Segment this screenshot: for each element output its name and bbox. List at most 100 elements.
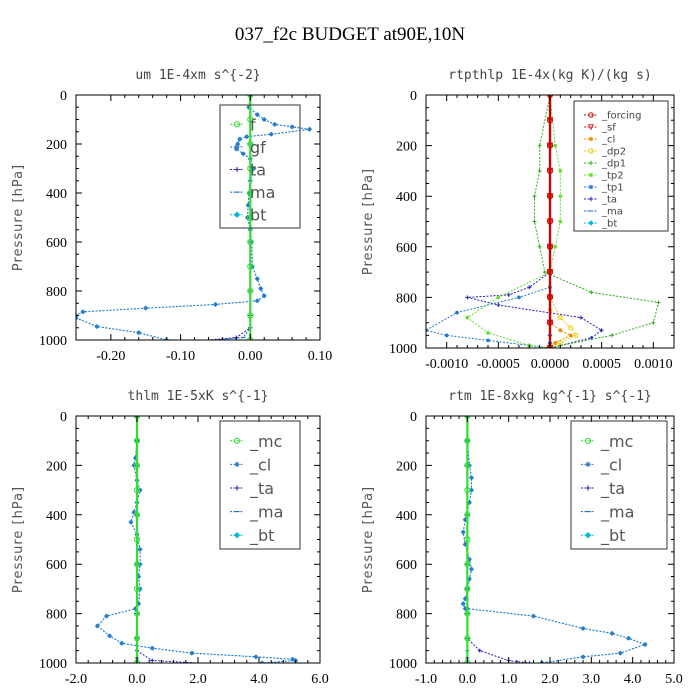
legend-entry: _cl [581, 455, 622, 475]
legend-entry: _ta [230, 479, 274, 499]
x-tick-label: -0.20 [96, 349, 125, 364]
data-point [553, 143, 558, 148]
data-point [107, 633, 112, 638]
legend-entry: _cl [584, 135, 615, 146]
data-point [469, 567, 474, 572]
legend-label: _mc [249, 432, 282, 452]
y-tick-label: 200 [46, 459, 67, 474]
data-point [467, 463, 472, 468]
data-point [581, 626, 586, 631]
data-point [463, 596, 468, 601]
data-point [464, 462, 471, 469]
data-point [136, 601, 141, 606]
data-point [464, 487, 471, 494]
series-line [466, 95, 561, 348]
data-point [307, 127, 312, 132]
data-point [244, 134, 249, 139]
panel-title: thlm 1E-5xK s^{-1} [128, 389, 269, 404]
data-point [651, 320, 656, 325]
legend-label: f [250, 115, 256, 134]
x-tick-label: 5.0 [665, 672, 683, 687]
legend-label: _ma [249, 503, 283, 523]
legend-label: _dp2 [601, 147, 626, 158]
y-tick-label: 600 [396, 241, 417, 256]
series-line [76, 95, 310, 340]
data-point [469, 488, 474, 493]
data-point [247, 189, 254, 197]
data-point [557, 315, 563, 321]
data-point [213, 302, 218, 307]
series-ta [135, 416, 261, 663]
legend-entry: _tp2 [584, 171, 624, 182]
y-tick-label: 0 [410, 410, 417, 425]
data-point [247, 263, 254, 270]
chart-panel-4: rtm 1E-8xkg kg^{-1} s^{-1} Pressure [hPa]… [361, 389, 683, 687]
data-point [486, 338, 490, 343]
data-point [189, 651, 194, 656]
series-line [466, 416, 542, 663]
y-tick-label: 600 [46, 236, 67, 251]
data-point [269, 132, 274, 137]
axes-frame [75, 415, 321, 664]
data-point [610, 631, 614, 636]
data-point [599, 328, 604, 333]
data-point [255, 276, 260, 281]
data-point [506, 292, 511, 297]
legend-label: _mc [600, 432, 633, 452]
data-point [546, 269, 554, 276]
data-point [95, 623, 100, 628]
legend-label: _tp1 [601, 183, 624, 194]
data-point [247, 287, 254, 295]
data-point [133, 455, 138, 460]
data-point [131, 510, 136, 515]
chart-panel-2: rtpthlp 1E-4x(kg K)/(kg s) Pressure [hPa]… [361, 68, 675, 372]
x-tick-label: 0.0000 [531, 357, 570, 372]
data-point [258, 286, 263, 291]
data-point [290, 124, 295, 129]
x-tick-label: 0.10 [308, 349, 333, 364]
data-point [246, 203, 251, 208]
data-point [237, 137, 242, 142]
x-tick-label: 0.00 [238, 349, 263, 364]
data-point [477, 648, 482, 653]
series-gf [76, 95, 312, 340]
data-point [656, 300, 661, 305]
data-point [234, 146, 239, 151]
data-point [249, 240, 254, 244]
data-point [558, 328, 563, 333]
data-point [568, 333, 573, 338]
legend: _forcing_sf_cl_dp2_dp1_tp2_tp1_ta_ma_bt [573, 100, 669, 232]
data-point [517, 295, 521, 300]
data-point [247, 312, 254, 319]
data-point [247, 165, 254, 172]
data-point [241, 151, 246, 156]
data-point [464, 635, 471, 642]
y-tick-label: 400 [46, 509, 67, 524]
panel-title: rtpthlp 1E-4x(kg K)/(kg s) [448, 68, 652, 83]
data-point [558, 194, 563, 199]
data-point [250, 264, 255, 269]
legend-label: _forcing [601, 111, 642, 122]
data-point [465, 315, 470, 320]
y-tick-label: 400 [396, 190, 417, 205]
data-point [546, 218, 554, 225]
data-point [133, 635, 141, 642]
data-point [610, 333, 614, 338]
legend-entry: _cl [230, 455, 271, 475]
data-point [136, 574, 141, 579]
legend-entry: _forcing [584, 111, 642, 122]
legend-label: bt [250, 206, 266, 225]
y-tick-label: 400 [396, 509, 417, 524]
legend-label: _cl [600, 455, 622, 475]
series-bt [76, 95, 313, 340]
legend-entry: f [230, 115, 256, 134]
data-point [246, 191, 251, 195]
data-point [463, 517, 468, 522]
data-point [246, 105, 251, 110]
data-point [133, 606, 138, 611]
x-tick-label: 0.0005 [582, 357, 621, 372]
data-point [235, 142, 240, 146]
x-tick-label: 6.0 [311, 672, 329, 687]
data-point [626, 636, 631, 641]
data-point [467, 500, 472, 505]
